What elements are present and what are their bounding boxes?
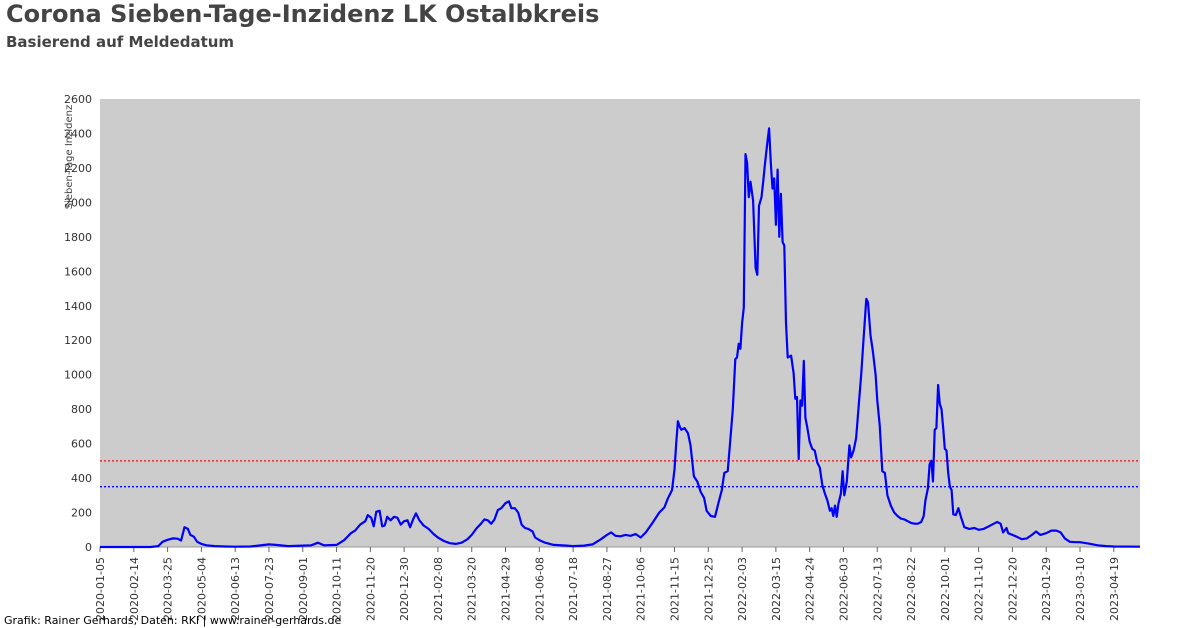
x-tick-label: 2020-03-25 (162, 557, 175, 621)
x-tick-label: 2020-07-23 (263, 557, 276, 621)
x-tick-label: 2020-06-13 (229, 557, 242, 621)
x-tick-label: 2020-05-04 (195, 557, 208, 621)
x-tick-label: 2022-07-13 (871, 557, 884, 621)
chart-subtitle: Basierend auf Meldedatum (6, 33, 235, 51)
y-tick-label: 200 (71, 507, 92, 520)
x-tick-label: 2020-02-14 (128, 557, 141, 621)
chart-title: Corona Sieben-Tage-Inzidenz LK Ostalbkre… (6, 0, 600, 28)
plot-area (100, 99, 1140, 547)
y-tick-label: 2600 (64, 93, 92, 106)
x-tick-label: 2022-11-10 (973, 557, 986, 621)
x-tick-label: 2021-07-18 (567, 557, 580, 621)
x-tick-label: 2022-06-03 (837, 557, 850, 621)
x-tick-label: 2023-04-19 (1108, 557, 1121, 621)
y-tick-label: 0 (85, 541, 92, 554)
x-tick-label: 2020-09-01 (297, 557, 310, 621)
y-tick-label: 800 (71, 403, 92, 416)
y-tick-label: 1600 (64, 265, 92, 278)
x-tick-label: 2022-04-24 (804, 557, 817, 621)
x-tick-label: 2022-12-20 (1006, 557, 1019, 621)
y-tick-label: 2200 (64, 162, 92, 175)
x-tick-label: 2021-08-27 (601, 557, 614, 621)
x-tick-label: 2021-10-06 (635, 557, 648, 621)
x-tick-label: 2023-01-29 (1040, 557, 1053, 621)
y-tick-label: 1800 (64, 231, 92, 244)
x-tick-label: 2020-10-11 (331, 557, 344, 621)
x-tick-label: 2021-04-29 (500, 557, 513, 621)
x-tick-label: 2020-12-30 (398, 557, 411, 621)
y-axis-label: Sieben-Tage Inzidenz (64, 105, 75, 209)
y-tick-label: 1200 (64, 334, 92, 347)
x-tick-label: 2020-11-20 (364, 557, 377, 621)
x-tick-label: 2021-12-25 (702, 557, 715, 621)
x-axis: 2020-01-05 2020-02-14 2020-03-25 2020-05-04… (94, 546, 1140, 621)
x-tick-label: 2021-02-08 (432, 557, 445, 621)
x-tick-label: 2023-03-10 (1074, 557, 1087, 621)
x-tick-label: 2022-02-03 (736, 557, 749, 621)
y-tick-label: 2000 (64, 196, 92, 209)
reference-lines (100, 460, 1140, 488)
x-tick-label: 2021-11-15 (668, 557, 681, 621)
y-tick-label: 2400 (64, 127, 92, 140)
x-tick-label: 2022-03-15 (770, 557, 783, 621)
y-tick-label: 400 (71, 472, 92, 485)
y-axis: 0 200 400 600 800 1000 1200 1400 1600 1800 2000 220… (64, 93, 92, 554)
x-tick-label: 2021-03-20 (466, 557, 479, 621)
x-tick-label: 2022-08-22 (905, 557, 918, 621)
y-tick-label: 1400 (64, 300, 92, 313)
x-tick-label: 2021-06-08 (533, 557, 546, 621)
series-line-incidence (100, 127, 1141, 549)
y-tick-label: 600 (71, 438, 92, 451)
footer-credit: Grafik: Rainer Gerhards, Daten: RKI | ww… (4, 614, 342, 627)
x-tick-label: 2020-01-05 (94, 557, 107, 621)
x-tick-label: 2022-10-01 (939, 557, 952, 621)
y-tick-label: 1000 (64, 369, 92, 382)
